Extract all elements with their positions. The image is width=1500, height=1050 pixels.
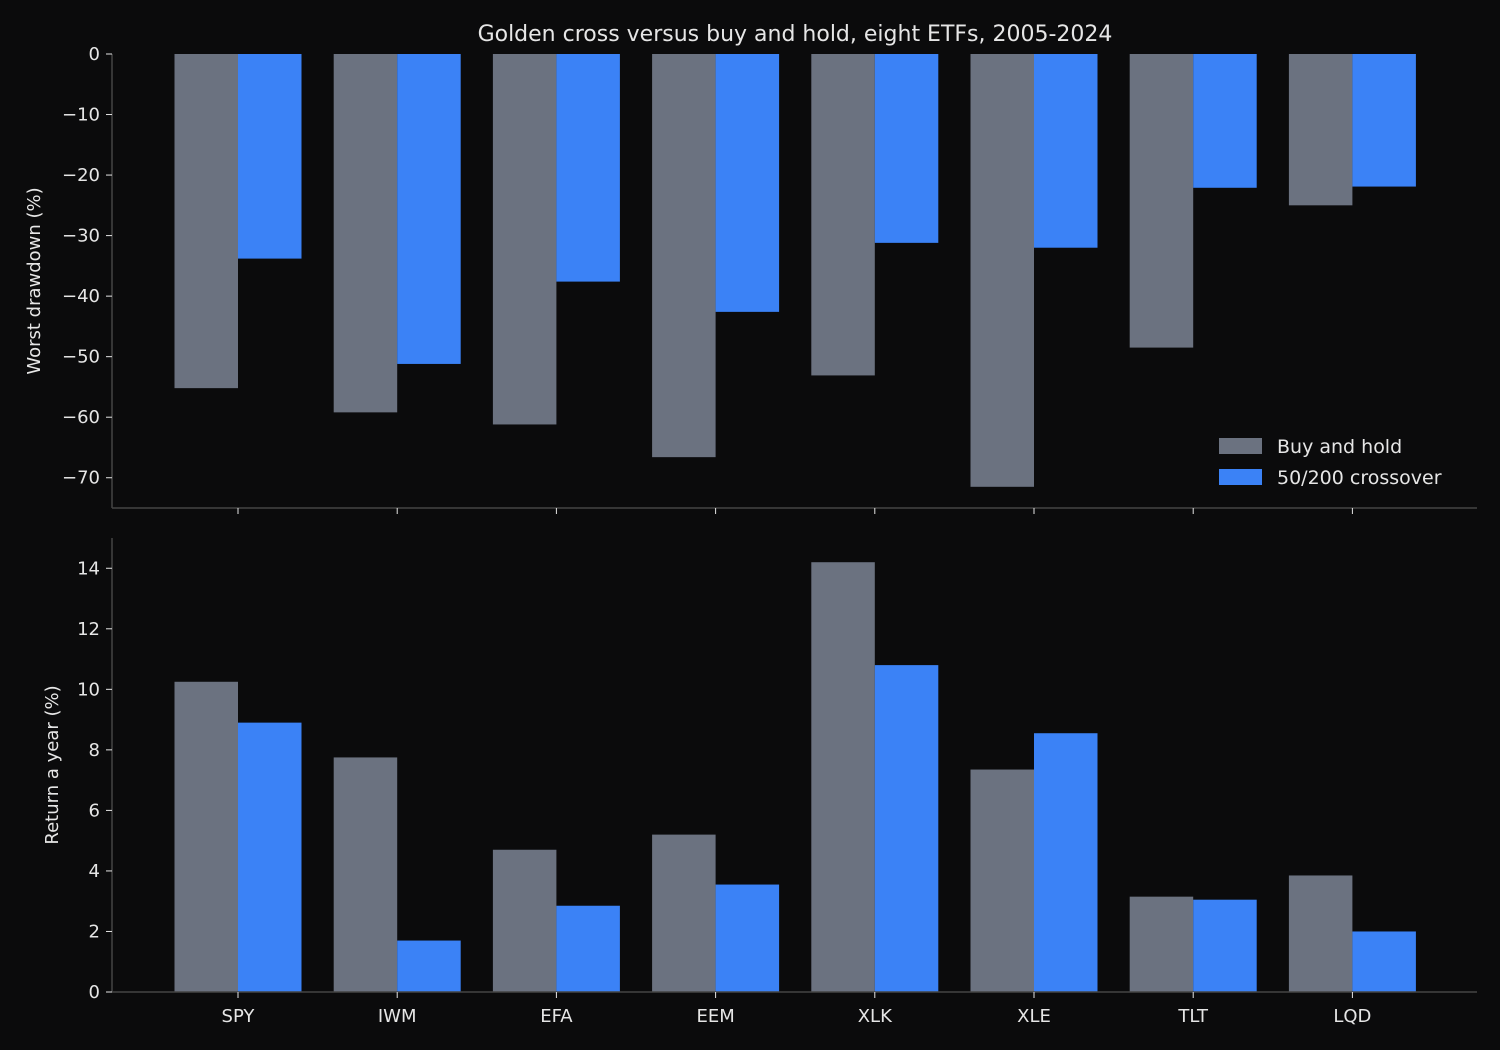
legend-swatch-buy-and-hold <box>1219 438 1262 454</box>
bar-iwm-buy-and-hold <box>333 54 398 413</box>
x-tick-label-xle: XLE <box>1017 1006 1051 1027</box>
x-tick-label-efa: EFA <box>540 1006 573 1027</box>
legend: Buy and hold 50/200 crossover <box>1219 436 1442 489</box>
bar-lqd-crossover <box>1352 54 1416 187</box>
bar-xlk-buy-and-hold <box>811 562 875 992</box>
bar-eem-crossover <box>715 54 780 312</box>
bar-xlk-crossover <box>874 54 939 243</box>
bar-tlt-buy-and-hold <box>1129 54 1194 348</box>
bar-eem-crossover <box>715 884 780 992</box>
bar-tlt-crossover <box>1193 899 1257 992</box>
y-tick-label: 8 <box>89 740 100 761</box>
bar-spy-crossover <box>238 54 302 259</box>
bar-tlt-buy-and-hold <box>1129 896 1194 992</box>
chart-title: Golden cross versus buy and hold, eight … <box>478 22 1113 47</box>
bar-efa-crossover <box>556 54 620 282</box>
bar-tlt-crossover <box>1193 54 1257 188</box>
bar-efa-buy-and-hold <box>492 849 557 992</box>
y-tick-label: −20 <box>62 165 100 186</box>
y-axis-label: Return a year (%) <box>42 685 63 844</box>
y-tick-label: 0 <box>89 44 100 65</box>
x-tick-label-eem: EEM <box>696 1006 734 1027</box>
bar-spy-crossover <box>238 722 302 992</box>
bar-iwm-crossover <box>397 940 461 992</box>
y-tick-label: −50 <box>62 347 100 368</box>
x-tick-label-xlk: XLK <box>858 1006 893 1027</box>
bar-xlk-buy-and-hold <box>811 54 875 376</box>
y-tick-label: 10 <box>77 679 100 700</box>
legend-swatch-crossover <box>1219 469 1262 485</box>
x-tick-label-spy: SPY <box>222 1006 256 1027</box>
bar-xle-buy-and-hold <box>970 54 1034 487</box>
y-tick-label: 12 <box>77 619 100 640</box>
legend-label-crossover: 50/200 crossover <box>1277 467 1442 489</box>
bar-xle-buy-and-hold <box>970 769 1034 992</box>
bar-eem-buy-and-hold <box>652 834 716 992</box>
bar-spy-buy-and-hold <box>174 54 238 389</box>
y-tick-label: −60 <box>62 407 100 428</box>
bar-spy-buy-and-hold <box>174 681 238 992</box>
bar-efa-crossover <box>556 905 620 992</box>
bar-lqd-crossover <box>1352 931 1416 992</box>
x-tick-label-tlt: TLT <box>1177 1006 1209 1027</box>
y-tick-label: −10 <box>62 105 100 126</box>
bar-iwm-crossover <box>397 54 461 364</box>
y-tick-label: 14 <box>77 558 100 579</box>
y-tick-label: 4 <box>89 861 100 882</box>
drawdown-panel: 0 −10 −20 −30 −40 −50 −60 −70 Worst drawdown (%) <box>24 44 1477 514</box>
x-tick-label-iwm: IWM <box>378 1006 417 1027</box>
y-tick-label: −30 <box>62 226 100 247</box>
bar-lqd-buy-and-hold <box>1288 875 1353 992</box>
y-axis-label: Worst drawdown (%) <box>24 187 45 374</box>
bar-iwm-buy-and-hold <box>333 757 398 992</box>
y-tick-label: 2 <box>89 921 100 942</box>
y-tick-label: −40 <box>62 286 100 307</box>
bar-eem-buy-and-hold <box>652 54 716 458</box>
return-panel: 0 2 4 6 8 10 12 14 Return a year (%) SPY IWM EFA EEM… <box>42 538 1477 1027</box>
bar-xle-crossover <box>1034 54 1098 248</box>
legend-label-buy-and-hold: Buy and hold <box>1277 436 1402 458</box>
bar-efa-buy-and-hold <box>492 54 557 425</box>
bar-lqd-buy-and-hold <box>1288 54 1353 206</box>
x-tick-label-lqd: LQD <box>1333 1006 1371 1027</box>
y-tick-label: −70 <box>62 468 100 489</box>
bar-xlk-crossover <box>874 665 939 992</box>
bar-xle-crossover <box>1034 733 1098 992</box>
y-tick-label: 6 <box>89 800 100 821</box>
y-tick-label: 0 <box>89 982 100 1003</box>
